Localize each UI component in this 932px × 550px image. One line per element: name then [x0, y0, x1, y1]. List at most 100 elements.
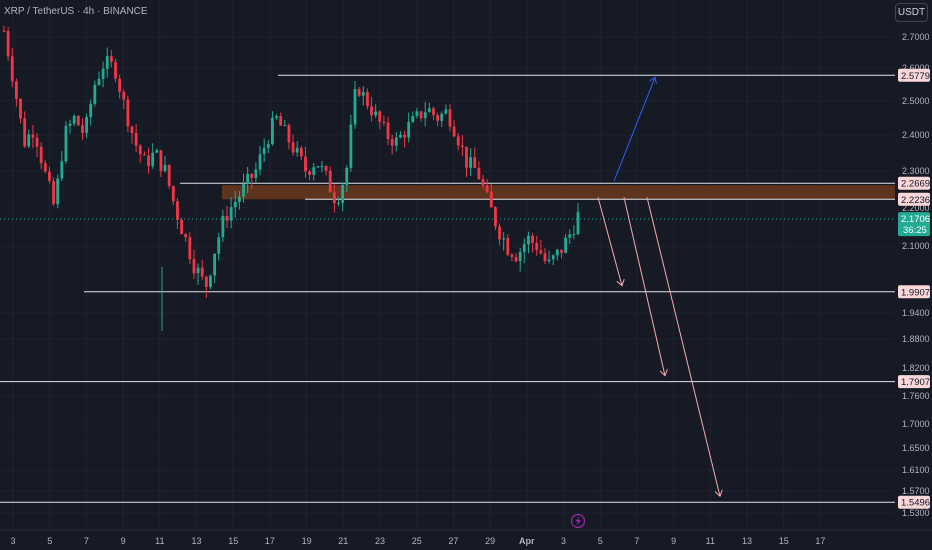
current-price-text: 2.1706: [901, 214, 930, 225]
price-tick-label: 2.5000: [902, 96, 930, 106]
candle-body: [217, 237, 221, 254]
candle-body: [547, 259, 551, 262]
candle-body: [130, 126, 134, 134]
candle-body: [357, 89, 361, 96]
price-tick-label: 1.8800: [902, 334, 930, 344]
candle-body: [304, 156, 307, 172]
candle-body: [6, 30, 10, 57]
candle-body: [192, 259, 196, 274]
candle-body: [196, 267, 200, 274]
candle-body: [200, 267, 204, 277]
candle-body: [460, 145, 464, 147]
price-tick-label: 1.9400: [902, 308, 930, 318]
candle-body: [283, 125, 287, 127]
candle-body: [89, 103, 93, 117]
candle-body: [308, 171, 311, 175]
candle-body: [374, 111, 378, 116]
candle-body: [225, 215, 229, 221]
candle-body: [97, 78, 101, 85]
time-tick-label: 13: [742, 536, 752, 546]
candle-body: [76, 115, 80, 126]
candle-body: [180, 219, 183, 235]
candle-body: [506, 238, 510, 255]
candle-body: [85, 116, 88, 133]
candle-body: [440, 113, 444, 121]
price-level-tag: [898, 192, 930, 206]
candle-body: [204, 276, 208, 287]
candle-body: [10, 56, 14, 82]
candle-body: [56, 178, 60, 205]
price-tick-label: 2.7000: [902, 32, 930, 42]
price-tick-label: 1.7000: [902, 419, 930, 429]
candle-body: [370, 106, 373, 116]
candle-body: [14, 81, 18, 99]
candle-body: [555, 249, 559, 256]
candle-body: [19, 98, 22, 119]
lightning-icon[interactable]: [570, 513, 586, 529]
candle-body: [114, 62, 117, 79]
candle-body: [494, 207, 497, 227]
time-tick-label: 11: [155, 536, 164, 546]
candle-body: [423, 112, 427, 119]
candle-body: [23, 118, 27, 147]
candle-body: [419, 111, 423, 119]
candle-body: [522, 244, 526, 252]
candle-body: [279, 116, 283, 126]
time-tick-label: 23: [375, 536, 385, 546]
supply-zone: [222, 185, 895, 200]
candle-body: [184, 234, 188, 238]
candle-body: [209, 275, 212, 287]
candle-body: [543, 253, 547, 262]
price-axis[interactable]: 2.7000 2.6000 2.5000 2.4000 2.3000 2.2000 2.10…: [902, 32, 930, 518]
price-level-tag-text: 1.5496: [901, 498, 930, 509]
candle-body: [147, 155, 150, 167]
time-tick-label: 15: [228, 536, 238, 546]
candle-body: [386, 122, 390, 139]
time-axis[interactable]: 3 5 7 9 11 13 15 17 19 21 23 25 27 29 Apr 3 5 7 9 11 13 15 17: [0, 529, 932, 546]
price-tick-label: 2.4000: [902, 130, 930, 140]
time-tick-label: 5: [598, 536, 603, 546]
price-level-tag-text: 2.2236: [901, 195, 930, 206]
projection-up-arrow: [613, 77, 655, 182]
candle-body: [485, 185, 489, 192]
candle-body: [518, 251, 522, 262]
time-tick-label: 17: [815, 536, 825, 546]
candle-body: [378, 111, 382, 122]
time-tick-label: 21: [338, 536, 348, 546]
candle-body: [345, 167, 349, 185]
candle-body: [427, 108, 431, 113]
candle-body: [35, 137, 39, 147]
candle-body: [312, 167, 316, 175]
price-tick-label: 2.6000: [902, 63, 930, 73]
candle-body: [213, 253, 217, 276]
candle-body: [287, 125, 291, 143]
candle-body: [246, 173, 250, 184]
candle-body: [535, 242, 539, 251]
candle-body: [266, 144, 270, 148]
candle-body: [337, 202, 340, 204]
candles: [2, 25, 580, 331]
candle-body: [176, 201, 179, 220]
candle-body: [122, 91, 126, 100]
candle-body: [514, 257, 518, 262]
candle-body: [31, 134, 35, 138]
candle-body: [271, 117, 274, 145]
candle-body: [353, 89, 357, 125]
candle-body: [527, 235, 530, 245]
candle-body: [415, 111, 419, 116]
candle-body: [105, 56, 109, 69]
price-level-tag: [898, 375, 930, 389]
candle-body: [2, 30, 6, 32]
candle-body: [151, 152, 155, 167]
currency-button[interactable]: USDT: [895, 3, 928, 22]
time-tick-label: 15: [779, 536, 789, 546]
candle-body: [258, 154, 262, 170]
candle-body: [237, 196, 241, 202]
projection-down-arrow: [646, 197, 720, 496]
candle-body: [60, 161, 64, 179]
candle-body: [498, 226, 501, 240]
projection-down-arrow: [623, 197, 665, 375]
candle-body: [291, 142, 295, 153]
candle-body: [262, 147, 266, 155]
